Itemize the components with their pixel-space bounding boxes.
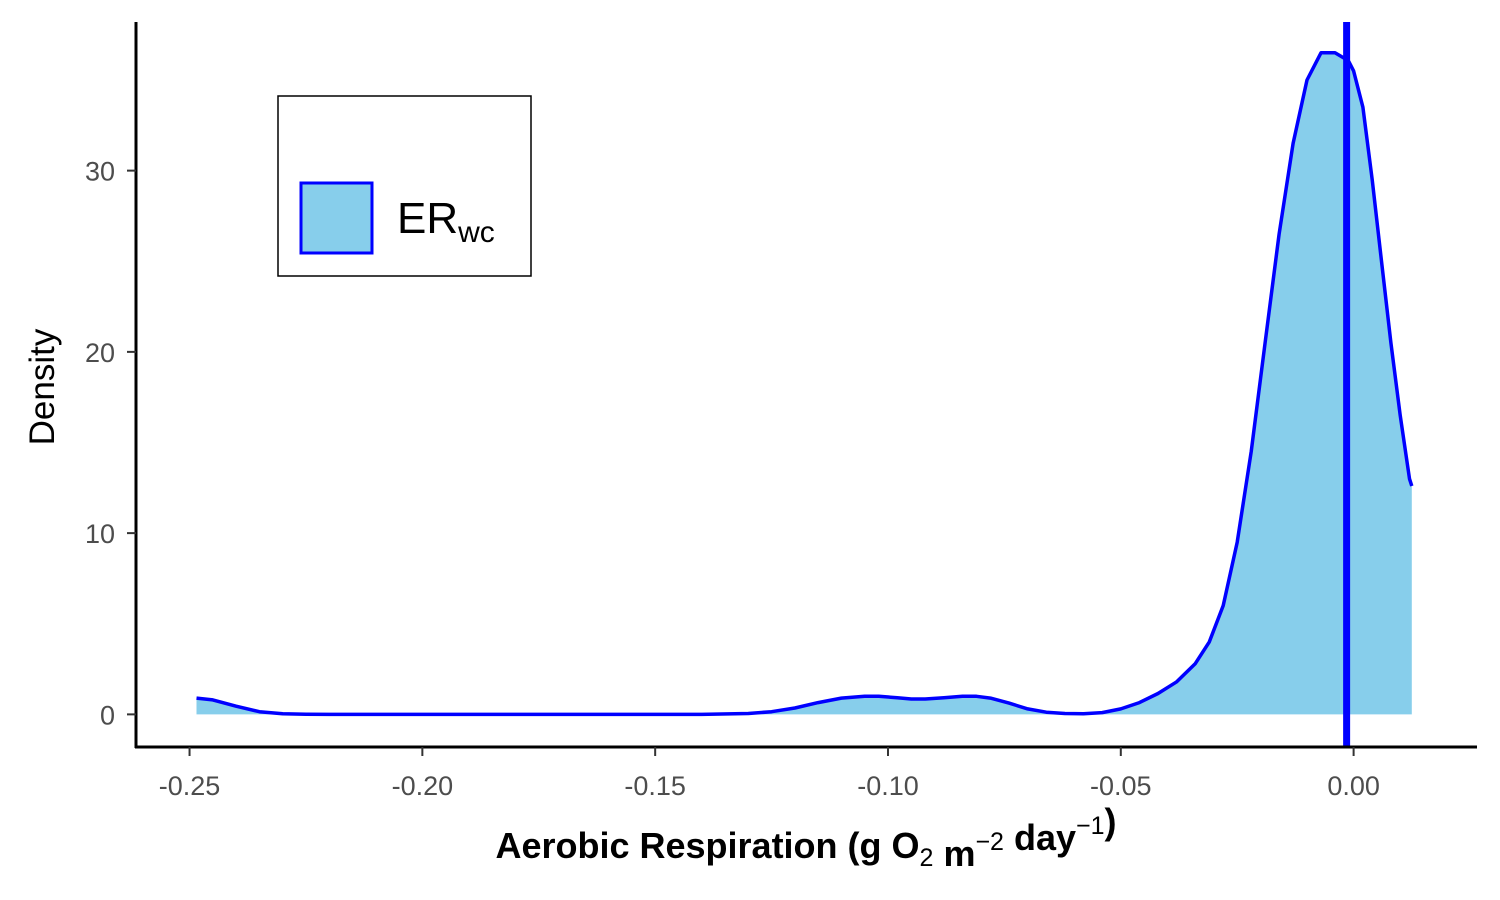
axes: [134, 22, 1477, 749]
y-tick-label: 30: [85, 157, 115, 187]
x-tick-label: -0.20: [392, 771, 454, 801]
x-axis-title-part: 2: [920, 844, 934, 872]
legend: ERwc: [277, 95, 532, 277]
x-axis-title-part: ): [1105, 801, 1117, 842]
x-tick-label: -0.15: [624, 771, 686, 801]
x-tick-label: -0.05: [1090, 771, 1152, 801]
x-axis-title-part: day: [1004, 817, 1076, 858]
x-axis-title: Aerobic Respiration (g O2 m−2 day−1): [495, 801, 1116, 874]
legend-key-ER-wc: [299, 181, 374, 255]
y-tick-label: 0: [100, 700, 115, 730]
plot-area: [196, 22, 1414, 747]
y-axis-title: Density: [23, 328, 62, 445]
y-tick-label: 10: [85, 519, 115, 549]
x-axis-title-part: −2: [975, 828, 1004, 856]
legend-label-sub: wc: [457, 216, 495, 249]
x-axis-title-part: Aerobic Respiration (g O: [495, 825, 919, 866]
x-axis-title-part: −1: [1076, 812, 1105, 840]
legend-label-main: ER: [397, 194, 458, 243]
x-tick-label: -0.25: [159, 771, 221, 801]
ticks: -0.25 -0.20 -0.15 -0.10 -0.05 0.00 0 10 20 30: [85, 157, 1380, 801]
density-area: [196, 52, 1412, 715]
x-tick-label: 0.00: [1327, 771, 1380, 801]
legend-label: ERwc: [397, 194, 495, 249]
density-line: [196, 51, 1414, 717]
x-axis-title-part: m: [933, 833, 975, 874]
y-tick-label: 20: [85, 338, 115, 368]
x-tick-label: -0.10: [857, 771, 919, 801]
